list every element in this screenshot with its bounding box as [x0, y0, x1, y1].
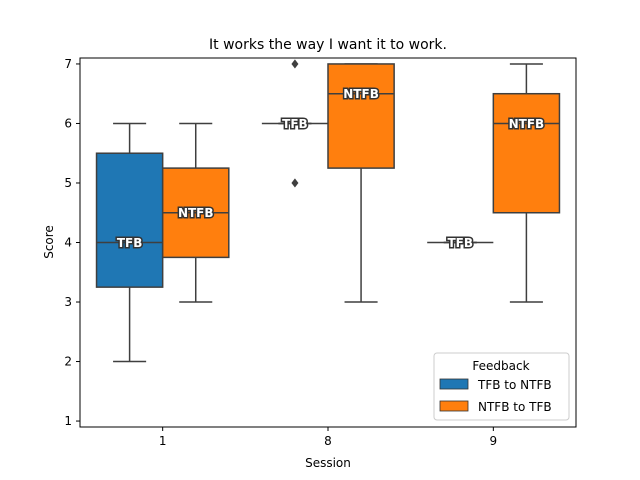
legend: Feedback TFB to NTFB NTFB to TFB	[433, 352, 570, 421]
box-tfb-to-ntfb-session-8: TFB	[261, 59, 328, 188]
y-tick-label-6: 6	[64, 116, 72, 130]
legend-title: Feedback	[472, 359, 529, 373]
legend-swatch-ntfb-to-tfb	[439, 400, 469, 412]
y-tick-label-4: 4	[64, 236, 72, 250]
plot-marks: TFB TFB TFB NTFB NTFB NTFB	[95, 59, 561, 363]
chart-title: It works the way I want it to work.	[209, 37, 447, 53]
box-ntfb-to-tfb-session-8: NTFB	[327, 63, 395, 303]
median-label-ntfb-to-tfb-session-9: NTFB	[509, 117, 545, 131]
iqr-box-ntfb-to-tfb-session-9	[492, 92, 561, 214]
outlier-tfb-to-ntfb-session-8-0	[291, 178, 299, 188]
y-tick-label-1: 1	[64, 414, 72, 428]
y-tick-label-2: 2	[64, 355, 72, 369]
x-axis-label: Session	[305, 456, 351, 470]
y-tick-label-7: 7	[64, 57, 72, 71]
legend-swatch-tfb-to-ntfb	[439, 378, 469, 390]
y-axis-label: Score	[42, 225, 56, 259]
y-axis: 1 2 3 4 5 6 7	[64, 57, 80, 428]
box-ntfb-to-tfb-session-9: NTFB	[492, 63, 561, 303]
legend-label-ntfb-to-tfb: NTFB to TFB	[478, 400, 552, 414]
iqr-box-tfb-to-ntfb-session-1	[95, 152, 164, 288]
legend-label-tfb-to-ntfb: TFB to NTFB	[477, 378, 552, 392]
median-label-tfb-to-ntfb-session-1: TFB	[117, 236, 143, 250]
median-label-tfb-to-ntfb-session-9: TFB	[448, 236, 474, 250]
x-axis: 1 8 9	[159, 427, 497, 448]
median-label-tfb-to-ntfb-session-8: TFB	[282, 117, 308, 131]
box-tfb-to-ntfb-session-1: TFB	[95, 122, 164, 363]
x-tick-label-1: 1	[159, 434, 167, 448]
x-tick-label-8: 8	[324, 434, 332, 448]
iqr-box-ntfb-to-tfb-session-8	[327, 63, 395, 169]
y-tick-label-5: 5	[64, 176, 72, 190]
y-tick-label-3: 3	[64, 295, 72, 309]
median-label-ntfb-to-tfb-session-8: NTFB	[343, 87, 379, 101]
box-tfb-to-ntfb-session-9: TFB	[427, 235, 494, 252]
x-tick-label-9: 9	[490, 434, 498, 448]
box-ntfb-to-tfb-session-1: NTFB	[161, 122, 230, 303]
median-label-ntfb-to-tfb-session-1: NTFB	[178, 206, 214, 220]
outlier-tfb-to-ntfb-session-8-1	[291, 59, 299, 69]
